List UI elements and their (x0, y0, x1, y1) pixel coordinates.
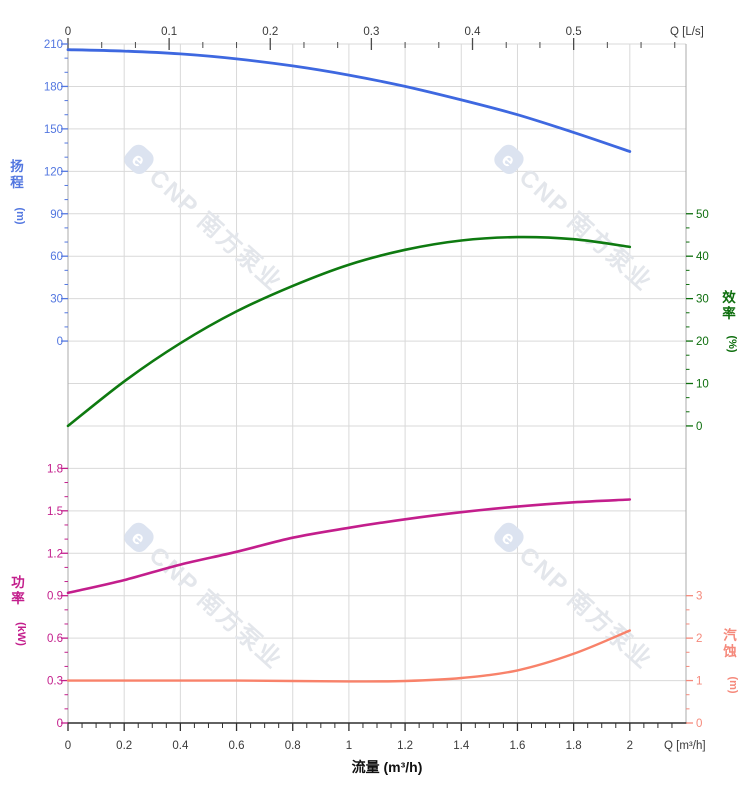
head-tick-label: 30 (50, 294, 63, 306)
eff-axis-unit: (%) (726, 335, 738, 352)
head-axis-unit: (m) (14, 207, 26, 224)
eff-tick-label: 20 (696, 336, 709, 348)
top-axis-tick-label: 0.4 (465, 26, 482, 38)
flow-axis-title: 流量 (m³/h) (351, 759, 423, 775)
svg-text:CNP 南方泵业: CNP 南方泵业 (514, 541, 658, 675)
power-axis-title: 率 (11, 590, 25, 606)
head-tick-label: 120 (44, 166, 63, 178)
head-tick-label: 180 (44, 81, 63, 93)
eff-axis-title: 率 (722, 305, 736, 321)
eff-curve (66, 235, 632, 428)
bottom-axis-tick-label: 1.6 (509, 740, 525, 752)
npsh-tick-label: 1 (696, 676, 702, 688)
power-tick-label: 0 (57, 718, 63, 730)
bottom-axis-tick-label: 2 (627, 740, 633, 752)
npsh-axis: 3 2 1 0 汽蚀 (m) (686, 591, 739, 730)
bottom-axis-tick-label: 0.4 (172, 740, 189, 752)
top-axis-tick-label: 0.2 (262, 26, 278, 38)
eff-tick-label: 40 (696, 251, 709, 263)
head-tick-label: 0 (57, 336, 63, 348)
npsh-axis-title: 蚀 (722, 643, 737, 659)
bottom-axis-tick-label: 0 (65, 740, 71, 752)
curves (66, 48, 632, 683)
bottom-axis-tick-label: 1 (346, 740, 352, 752)
head-axis-title: 程 (10, 175, 24, 190)
eff-tick-label: 50 (696, 209, 709, 221)
power-tick-label: 1.8 (47, 463, 63, 475)
bottom-axis-tick-label: 0.2 (116, 740, 132, 752)
top-axis-title: Q [L/s] (670, 26, 704, 38)
head-axis: 210 180 150 120 90 60 30 0 扬程 (m) (10, 39, 68, 348)
power-tick-label: 0.9 (47, 591, 63, 603)
bottom-axis-tick-label: 0.6 (229, 740, 245, 752)
head-tick-label: 90 (50, 209, 63, 221)
top-axis: 0 0.1 0.2 0.3 0.4 0.5 Q [L/s] (65, 26, 704, 50)
power-tick-label: 1.2 (47, 548, 63, 560)
top-axis-tick-label: 0 (65, 26, 71, 38)
bottom-axis-tick-label: 0.8 (285, 740, 301, 752)
eff-tick-label: 30 (696, 294, 709, 306)
power-axis-unit: (kW) (15, 622, 27, 646)
top-axis-tick-label: 0.3 (363, 26, 379, 38)
bottom-axis-tick-label: 1.2 (397, 740, 413, 752)
head-tick-label: 60 (50, 251, 63, 263)
npsh-tick-label: 0 (696, 718, 702, 730)
top-axis-tick-label: 0.5 (566, 26, 582, 38)
svg-text:CNP 南方泵业: CNP 南方泵业 (144, 163, 288, 297)
bottom-axis-tick-label: 1.4 (453, 740, 470, 752)
power-tick-label: 0.3 (47, 676, 63, 688)
npsh-curve (66, 629, 631, 683)
power-axis-title: 功 (11, 575, 25, 590)
bottom-axis: 0 0.2 0.4 0.6 0.8 1 1.2 1.4 1.6 1.8 2 Q [m³/h] (65, 723, 706, 752)
npsh-axis-unit: (m) (727, 676, 739, 693)
eff-tick-label: 10 (696, 379, 709, 391)
npsh-tick-label: 3 (696, 591, 702, 603)
power-tick-label: 0.6 (47, 633, 63, 645)
power-tick-label: 1.5 (47, 506, 63, 518)
svg-text:CNP 南方泵业: CNP 南方泵业 (514, 163, 658, 297)
head-axis-title: 扬 (10, 158, 24, 174)
eff-tick-label: 0 (696, 421, 702, 433)
svg-text:CNP 南方泵业: CNP 南方泵业 (144, 541, 288, 675)
npsh-axis-title: 汽 (723, 627, 737, 643)
head-tick-label: 210 (44, 39, 63, 51)
bottom-axis-tick-label: 1.8 (566, 740, 582, 752)
head-curve (66, 48, 632, 153)
bottom-axis-title: Q [m³/h] (664, 740, 706, 752)
eff-axis-title: 效 (722, 289, 736, 305)
top-axis-tick-label: 0.1 (161, 26, 177, 38)
power-axis: 1.8 1.5 1.2 0.9 0.6 0.3 0 功率 (kW) (11, 463, 68, 730)
npsh-tick-label: 2 (696, 633, 702, 645)
eff-axis: 50 40 30 20 10 0 效率 (%) (686, 209, 738, 433)
power-curve (66, 498, 632, 595)
head-tick-label: 150 (44, 124, 63, 136)
gridlines (68, 43, 686, 723)
